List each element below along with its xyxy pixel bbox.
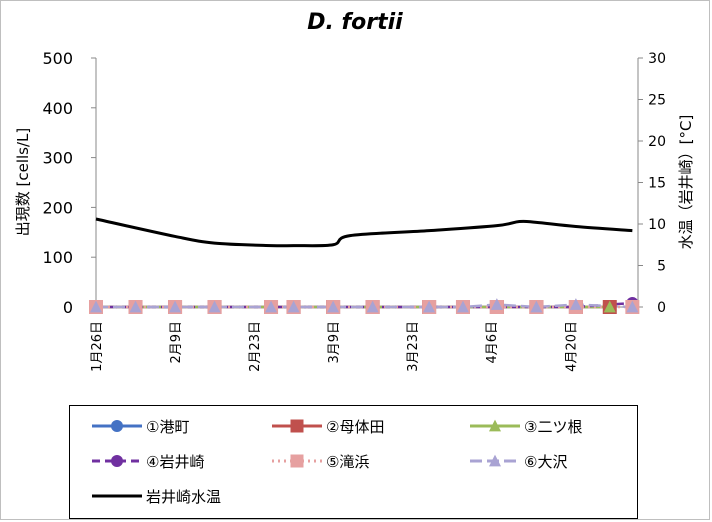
y-axis-label: 出現数 [cells/L] bbox=[14, 128, 32, 237]
legend-swatch-marker bbox=[290, 454, 304, 468]
y2-tick-label: 15 bbox=[648, 176, 666, 192]
data-point-osawa bbox=[90, 300, 102, 313]
series-line-water-temp bbox=[95, 217, 633, 248]
chart-title: D. fortii bbox=[307, 10, 403, 35]
legend-swatch-marker bbox=[290, 419, 304, 433]
legend-label: ④岩井崎 bbox=[146, 452, 205, 471]
legend-swatch-marker bbox=[489, 419, 501, 432]
legend-item-futatsune: ③二ツ根 bbox=[468, 412, 582, 440]
legend-swatch bbox=[92, 420, 142, 432]
y-tick-label: 200 bbox=[42, 198, 73, 217]
y2-tick-label: 25 bbox=[648, 93, 666, 109]
x-tick-label: 4月20日 bbox=[564, 321, 579, 372]
legend: ①港町 ②母体田 ③二ツ根 ④岩井崎 ⑤滝浜 ⑥大沢岩井崎水温 bbox=[69, 405, 638, 519]
y-tick-label: 400 bbox=[42, 99, 73, 118]
y2-tick-label: 0 bbox=[657, 300, 666, 316]
legend-item-minatomachi: ①港町 bbox=[90, 412, 189, 440]
y2-axis-label: 水温（岩井崎）[°C] bbox=[677, 115, 695, 250]
y-tick-label: 500 bbox=[42, 49, 73, 68]
data-point-osawa bbox=[169, 300, 182, 313]
x-tick-label: 3月9日 bbox=[327, 321, 342, 364]
data-point-osawa bbox=[366, 300, 379, 313]
data-point-osawa bbox=[265, 300, 278, 313]
x-tick-label: 1月26日 bbox=[90, 321, 105, 372]
legend-swatch bbox=[272, 419, 322, 433]
legend-label: ②母体田 bbox=[326, 417, 385, 436]
legend-label: ①港町 bbox=[146, 417, 190, 436]
legend-label: 岩井崎水温 bbox=[146, 487, 222, 506]
x-tick-label: 2月9日 bbox=[169, 321, 184, 364]
data-point-osawa bbox=[327, 300, 340, 313]
y2-tick-label: 5 bbox=[657, 259, 666, 275]
y2-tick-label: 30 bbox=[648, 51, 666, 67]
x-tick-label: 2月23日 bbox=[248, 321, 263, 372]
y-tick-label: 100 bbox=[42, 248, 73, 267]
data-point-osawa bbox=[490, 298, 503, 310]
y2-tick-label: 20 bbox=[648, 134, 666, 150]
legend-label: ⑥大沢 bbox=[524, 452, 568, 471]
legend-swatch bbox=[272, 454, 322, 468]
y-tick-label: 300 bbox=[42, 149, 73, 168]
y2-tick-label: 10 bbox=[648, 217, 666, 233]
legend-swatch bbox=[92, 494, 142, 498]
legend-swatch bbox=[470, 454, 520, 467]
legend-label: ③二ツ根 bbox=[524, 417, 583, 436]
data-point-osawa bbox=[129, 300, 142, 313]
data-point-osawa bbox=[423, 300, 436, 313]
data-point-osawa bbox=[287, 300, 300, 313]
legend-item-iwaisaki: ④岩井崎 bbox=[90, 447, 204, 475]
legend-swatch-marker bbox=[111, 420, 123, 432]
data-point-osawa bbox=[626, 300, 639, 313]
data-point-osawa bbox=[569, 298, 582, 310]
legend-item-water-temp: 岩井崎水温 bbox=[90, 482, 221, 510]
legend-label: ⑤滝浜 bbox=[326, 452, 370, 471]
data-point-futatsune bbox=[603, 300, 616, 313]
x-tick-label: 3月23日 bbox=[406, 321, 421, 372]
x-tick-label: 4月6日 bbox=[485, 321, 500, 364]
legend-item-osawa: ⑥大沢 bbox=[468, 447, 567, 475]
legend-item-motaida: ②母体田 bbox=[270, 412, 384, 440]
legend-item-takihama: ⑤滝浜 bbox=[270, 447, 369, 475]
data-point-osawa bbox=[208, 300, 221, 313]
legend-swatch-marker bbox=[111, 455, 123, 467]
data-point-osawa bbox=[456, 300, 469, 313]
legend-swatch-marker bbox=[489, 454, 501, 467]
legend-swatch bbox=[92, 455, 142, 467]
y-tick-label: 0 bbox=[63, 298, 73, 317]
legend-swatch bbox=[470, 419, 520, 432]
data-point-osawa bbox=[530, 300, 543, 313]
